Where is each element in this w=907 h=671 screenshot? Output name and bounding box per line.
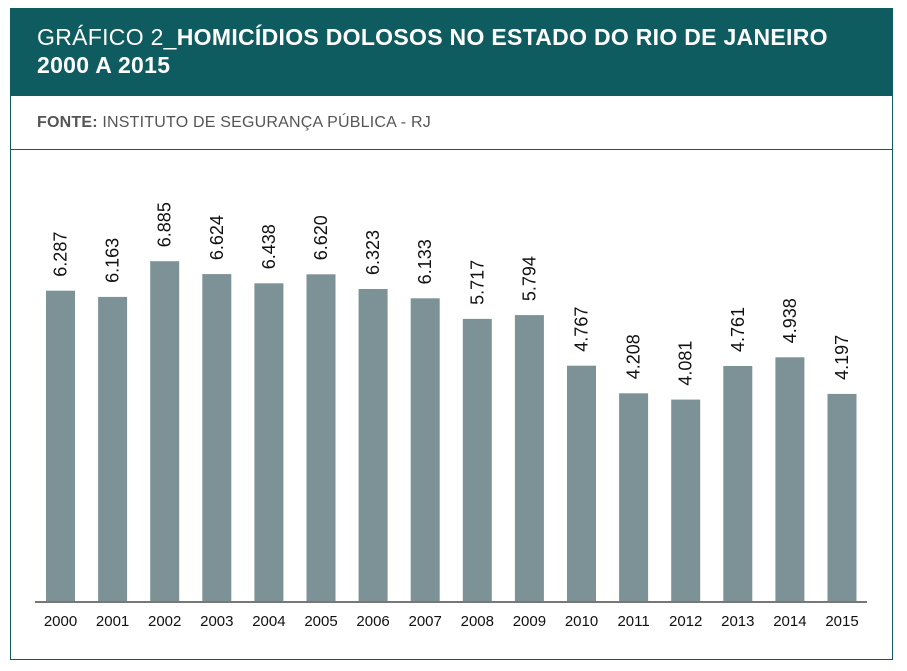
chart-frame: GRÁFICO 2_HOMICÍDIOS DOLOSOS NO ESTADO D… bbox=[10, 8, 893, 660]
bar-2004 bbox=[254, 283, 284, 601]
bar-2013 bbox=[723, 366, 753, 601]
category-label-2003: 2003 bbox=[200, 613, 233, 630]
category-labels-group: 2000 2001 2002 2003 2004 2005 2006 2007 2008 2009… bbox=[44, 613, 859, 630]
bar-2011 bbox=[619, 393, 649, 601]
value-label-2003: 6.624 bbox=[207, 215, 227, 260]
category-label-2006: 2006 bbox=[356, 613, 389, 630]
chart-number: GRÁFICO 2_ bbox=[37, 24, 177, 50]
value-label-2011: 4.208 bbox=[624, 334, 644, 379]
category-label-2007: 2007 bbox=[409, 613, 442, 630]
category-label-2000: 2000 bbox=[44, 613, 77, 630]
category-label-2005: 2005 bbox=[304, 613, 337, 630]
chart-header: GRÁFICO 2_HOMICÍDIOS DOLOSOS NO ESTADO D… bbox=[11, 9, 892, 96]
value-label-2001: 6.163 bbox=[103, 238, 123, 283]
bar-2009 bbox=[514, 315, 544, 601]
source-label: FONTE: bbox=[37, 114, 98, 131]
bar-2007 bbox=[410, 298, 440, 601]
bar-2015 bbox=[827, 393, 857, 601]
value-label-2005: 6.620 bbox=[311, 215, 331, 260]
value-labels-group: 6.287 6.163 6.885 6.624 6.438 6.620 6.323 6.133… bbox=[51, 202, 853, 385]
value-label-2002: 6.885 bbox=[155, 202, 175, 247]
value-label-2009: 5.794 bbox=[519, 256, 539, 301]
bar-chart: 6.287 6.163 6.885 6.624 6.438 6.620 6.323 6.133… bbox=[35, 202, 867, 630]
bar-2000 bbox=[46, 290, 75, 601]
value-label-2008: 5.717 bbox=[467, 260, 487, 305]
chart-title: HOMICÍDIOS DOLOSOS NO ESTADO DO RIO DE J… bbox=[176, 24, 828, 50]
category-label-2001: 2001 bbox=[96, 613, 129, 630]
value-label-2010: 4.767 bbox=[572, 307, 592, 352]
bar-2008 bbox=[462, 318, 492, 601]
source-text: INSTITUTO DE SEGURANÇA PÚBLICA - RJ bbox=[97, 114, 431, 131]
category-label-2002: 2002 bbox=[148, 613, 181, 630]
category-label-2015: 2015 bbox=[825, 613, 858, 630]
bar-2010 bbox=[567, 365, 596, 601]
value-label-2006: 6.323 bbox=[363, 230, 383, 275]
bar-2002 bbox=[150, 261, 180, 601]
bar-2014 bbox=[775, 357, 805, 601]
bar-2005 bbox=[306, 274, 336, 601]
bar-2001 bbox=[98, 296, 128, 601]
value-label-2007: 6.133 bbox=[415, 239, 435, 284]
value-label-2014: 4.938 bbox=[780, 298, 800, 343]
value-label-2004: 6.438 bbox=[259, 224, 279, 269]
value-label-2012: 4.081 bbox=[676, 341, 696, 386]
category-label-2012: 2012 bbox=[669, 613, 702, 630]
category-label-2014: 2014 bbox=[773, 613, 806, 630]
category-label-2011: 2011 bbox=[617, 613, 649, 630]
category-label-2010: 2010 bbox=[565, 613, 598, 630]
value-label-2000: 6.287 bbox=[51, 232, 71, 277]
bar-2003 bbox=[202, 274, 232, 601]
value-label-2015: 4.197 bbox=[832, 335, 852, 380]
chart-subtitle-years: 2000 A 2015 bbox=[37, 52, 171, 78]
category-label-2008: 2008 bbox=[461, 613, 494, 630]
bars-group bbox=[46, 261, 857, 601]
category-label-2013: 2013 bbox=[721, 613, 754, 630]
value-label-2013: 4.761 bbox=[728, 307, 748, 352]
source-bar: FONTE: INSTITUTO DE SEGURANÇA PÚBLICA - … bbox=[11, 96, 892, 150]
category-label-2009: 2009 bbox=[513, 613, 546, 630]
category-label-2004: 2004 bbox=[252, 613, 285, 630]
bar-2012 bbox=[671, 399, 701, 601]
bar-2006 bbox=[358, 289, 388, 601]
